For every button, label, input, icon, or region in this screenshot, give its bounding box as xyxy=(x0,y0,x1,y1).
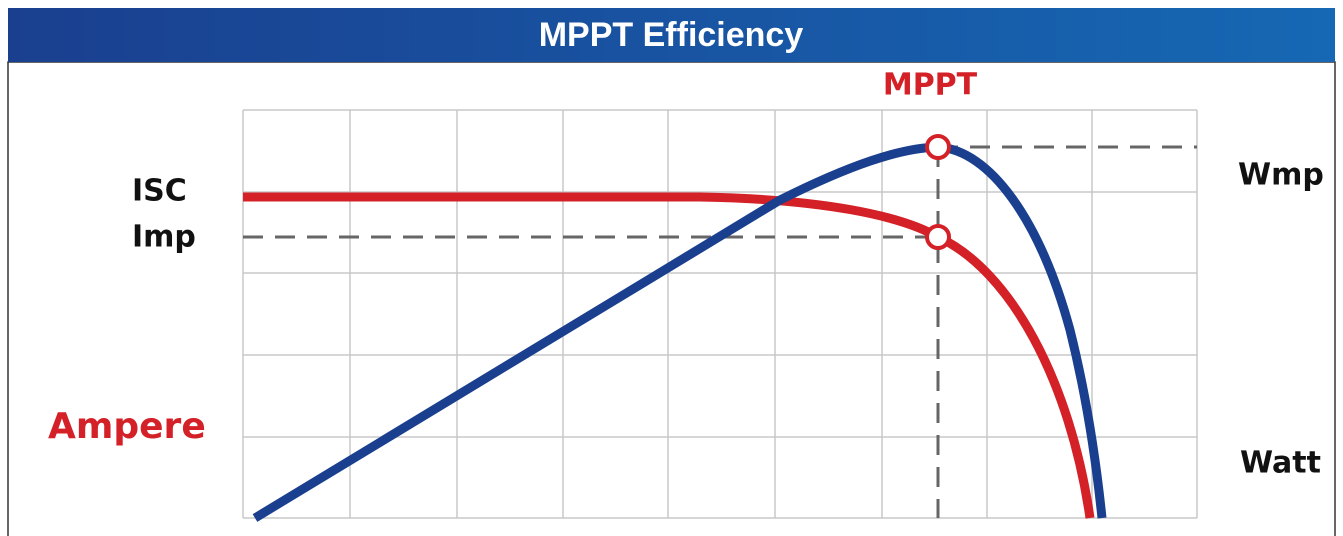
imp-point xyxy=(925,224,951,250)
dashed-guides xyxy=(243,145,1197,518)
header-title: MPPT Efficiency xyxy=(539,16,804,54)
mpp-point xyxy=(925,134,951,160)
imp-label: Imp xyxy=(132,220,196,255)
grid xyxy=(242,109,1198,519)
isc-label: ISC xyxy=(132,174,187,209)
wmp-label: Wmp xyxy=(1238,158,1324,193)
ampere-label: Ampere xyxy=(48,406,206,447)
header-bar xyxy=(8,8,1335,62)
power-curve xyxy=(252,142,1107,522)
frame xyxy=(7,61,1336,536)
mppt-label: MPPT xyxy=(883,68,978,103)
watt-label: Watt xyxy=(1240,446,1321,481)
